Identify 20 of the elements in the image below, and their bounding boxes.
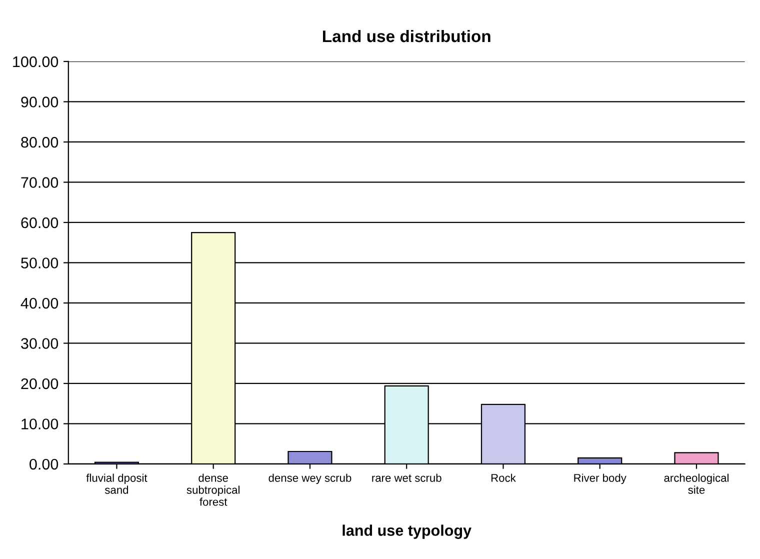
x-tick-label: dense subtropical forest [186,474,240,506]
y-tick-label: 90.00 [21,96,58,108]
y-tick-label: 10.00 [22,418,58,430]
y-tick-label: 100.00 [13,56,58,68]
y-tick-label: 40.00 [20,298,58,309]
x-tick-label: archeological site [664,474,728,494]
chart-title: Land use distribution [323,30,490,42]
x-tick-label: Rock [491,474,516,482]
y-tick-label: 60.00 [21,217,58,228]
y-tick-label: 30.00 [21,338,58,349]
x-tick-label: rare wet scrub [372,474,442,482]
y-tick-label: 0.00 [30,458,58,470]
x-tick-label: dense wey scrub [268,474,352,484]
y-tick-label: 80.00 [21,136,58,148]
x-tick-label: River body [574,474,626,484]
y-tick-label: 70.00 [21,177,58,188]
x-axis-title: land use typology [342,524,472,539]
y-tick-label: 50.00 [21,258,58,268]
x-tick-label: fluvial dposit sand [86,474,148,494]
y-tick-label: 20.00 [21,378,58,390]
